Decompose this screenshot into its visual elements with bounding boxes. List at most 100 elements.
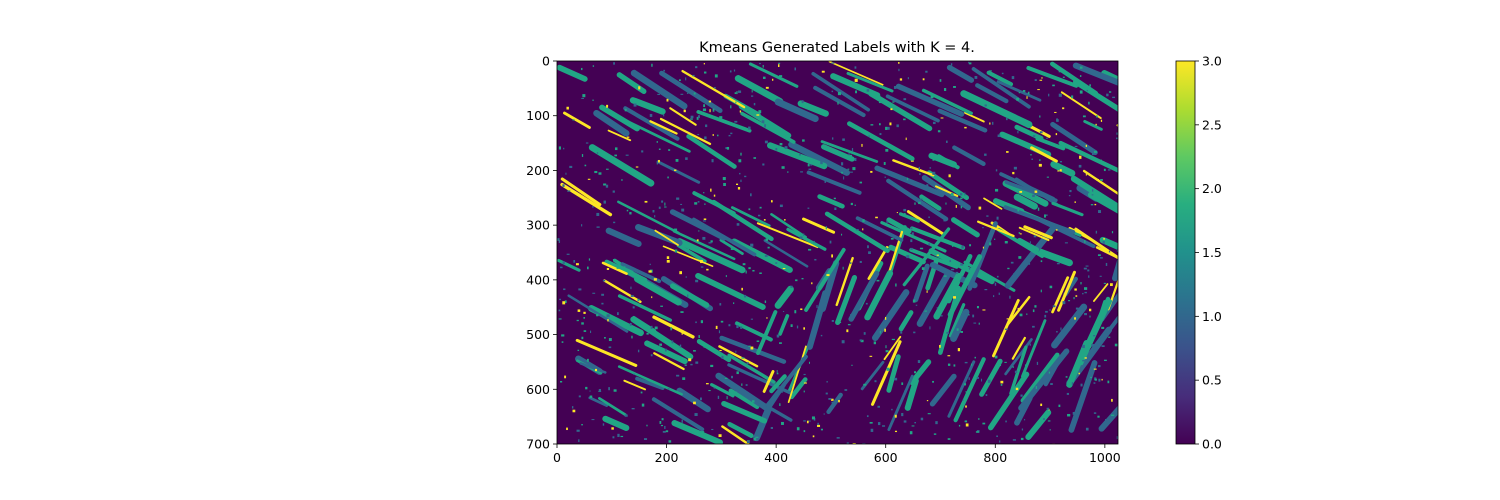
label-speckle — [589, 395, 593, 399]
label-speckle — [802, 112, 805, 116]
label-speckle — [744, 175, 747, 178]
label-speckle — [811, 416, 815, 420]
label-speckle — [592, 292, 596, 294]
label-speckle — [943, 275, 947, 277]
label-speckle — [663, 69, 666, 72]
label-speckle — [982, 422, 986, 425]
label-speckle — [947, 363, 951, 366]
label-speckle — [750, 318, 754, 320]
label-speckle — [596, 226, 600, 228]
label-streak — [770, 213, 807, 239]
label-streak — [588, 144, 655, 187]
label-streak — [934, 185, 959, 197]
label-speckle — [772, 78, 774, 81]
label-speckle — [1089, 315, 1091, 318]
label-speckle — [891, 408, 893, 411]
label-streak — [1098, 315, 1118, 345]
label-speckle — [581, 97, 585, 99]
label-speckle — [884, 176, 886, 178]
label-speckle — [852, 167, 856, 171]
label-speckle — [623, 133, 625, 136]
label-streak — [848, 270, 880, 322]
label-speckle — [761, 120, 765, 124]
label-speckle — [715, 325, 718, 330]
label-speckle — [1028, 262, 1031, 265]
label-speckle — [869, 355, 873, 357]
label-speckle — [894, 377, 898, 381]
label-speckle — [746, 362, 749, 364]
label-streak — [835, 256, 854, 307]
label-speckle — [1000, 383, 1003, 386]
label-speckle — [812, 435, 815, 438]
label-speckle — [1071, 382, 1074, 386]
label-speckle — [829, 240, 832, 244]
label-speckle — [680, 311, 684, 313]
label-speckle — [1000, 380, 1004, 384]
label-speckle — [589, 390, 591, 392]
label-speckle — [1105, 262, 1108, 266]
label-speckle — [885, 345, 887, 349]
label-speckle — [1058, 404, 1061, 408]
label-streak — [870, 340, 902, 406]
label-speckle — [675, 159, 679, 162]
label-streak — [623, 379, 646, 391]
label-speckle — [839, 205, 842, 208]
label-streak — [826, 392, 843, 415]
label-speckle — [978, 322, 980, 325]
label-speckle — [1111, 414, 1115, 417]
label-speckle — [803, 430, 806, 433]
label-speckle — [960, 331, 964, 333]
label-speckle — [808, 420, 811, 422]
label-speckle — [695, 321, 697, 324]
label-speckle — [572, 119, 575, 121]
label-speckle — [939, 79, 942, 82]
label-speckle — [764, 124, 766, 128]
label-speckle — [870, 124, 874, 126]
label-speckle — [903, 213, 906, 216]
label-streak — [952, 145, 986, 167]
label-speckle — [794, 310, 797, 314]
label-speckle — [863, 332, 866, 335]
label-streak — [802, 217, 836, 234]
label-speckle — [803, 382, 807, 384]
label-speckle — [635, 166, 639, 168]
label-speckle — [679, 271, 683, 275]
label-speckle — [695, 361, 699, 364]
label-speckle — [558, 146, 561, 150]
label-speckle — [1108, 250, 1111, 253]
label-speckle — [803, 327, 805, 330]
label-speckle — [683, 109, 686, 113]
label-streak — [979, 358, 1003, 397]
label-streak — [997, 228, 1045, 259]
label-speckle — [1056, 330, 1058, 333]
label-speckle — [806, 420, 809, 424]
label-speckle — [842, 138, 845, 141]
label-speckle — [841, 340, 845, 344]
label-streak — [1082, 169, 1118, 195]
label-speckle — [577, 309, 581, 312]
label-speckle — [562, 261, 565, 265]
label-speckle — [687, 294, 689, 298]
label-speckle — [1098, 378, 1101, 382]
label-streak — [696, 338, 732, 363]
label-speckle — [1095, 123, 1097, 126]
label-speckle — [733, 69, 736, 72]
label-streak — [886, 225, 907, 281]
label-speckle — [879, 330, 881, 334]
label-speckle — [1048, 371, 1051, 374]
label-speckle — [692, 74, 695, 77]
label-speckle — [895, 283, 897, 287]
label-speckle — [994, 188, 999, 192]
label-speckle — [1096, 115, 1098, 118]
label-speckle — [778, 64, 780, 67]
label-speckle — [800, 308, 803, 311]
label-speckle — [988, 70, 992, 72]
label-speckle — [703, 63, 705, 65]
label-speckle — [1059, 161, 1063, 163]
label-speckle — [951, 268, 955, 271]
label-streak — [867, 246, 889, 280]
label-speckle — [799, 236, 803, 240]
label-speckle — [929, 326, 931, 330]
label-streak — [1051, 303, 1088, 349]
label-streak — [560, 177, 602, 207]
